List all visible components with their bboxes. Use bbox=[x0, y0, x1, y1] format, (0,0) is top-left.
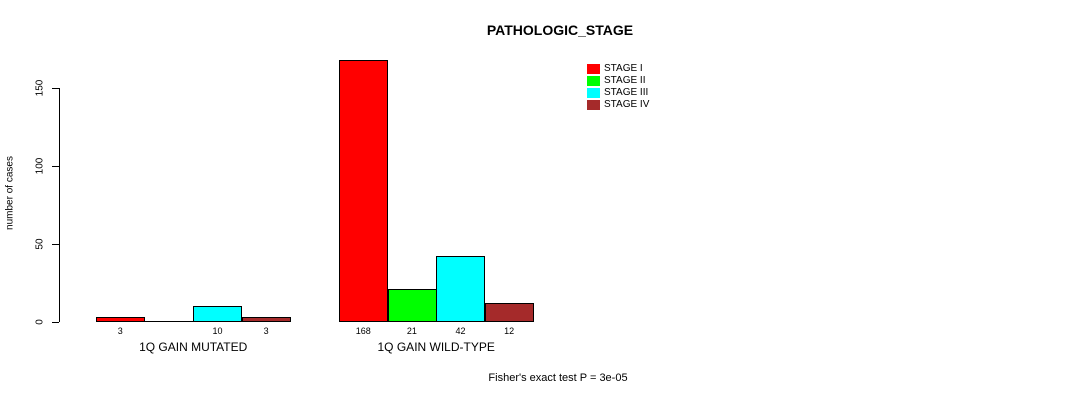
fisher-test-annotation: Fisher's exact test P = 3e-05 bbox=[488, 372, 628, 384]
bar-stage-i-1q-gain-wild-type bbox=[339, 60, 388, 322]
bar-count-label: 168 bbox=[355, 326, 371, 336]
group-label-1q-gain-wild-type: 1Q GAIN WILD-TYPE bbox=[377, 340, 495, 354]
bar-count-label: 12 bbox=[504, 326, 515, 336]
bar-stage-i-1q-gain-mutated bbox=[96, 317, 145, 322]
legend-swatch-stage-i bbox=[587, 64, 600, 74]
legend-label: STAGE I bbox=[604, 63, 643, 74]
y-axis-tick bbox=[52, 321, 59, 323]
bar-count-label: 3 bbox=[263, 326, 269, 336]
y-axis-tick-label: 150 bbox=[34, 79, 46, 97]
legend-swatch-stage-iv bbox=[587, 100, 600, 110]
y-axis-label: number of cases bbox=[4, 156, 16, 230]
y-axis-tick bbox=[52, 243, 59, 245]
bar-count-label: 10 bbox=[212, 326, 223, 336]
bar-stage-iii-1q-gain-mutated bbox=[193, 306, 242, 322]
y-axis-line bbox=[59, 88, 60, 322]
bar-count-label: 21 bbox=[406, 326, 417, 336]
legend-item-stage-i: STAGE I bbox=[587, 63, 649, 75]
y-axis-tick bbox=[52, 87, 59, 89]
y-axis-tick-label: 100 bbox=[34, 157, 46, 175]
legend-swatch-stage-ii bbox=[587, 76, 600, 86]
bar-stage-iv-1q-gain-mutated bbox=[242, 317, 291, 322]
y-axis-tick-label: 0 bbox=[34, 319, 46, 325]
bar-stage-ii-1q-gain-wild-type bbox=[388, 289, 437, 322]
bar-count-label: 3 bbox=[117, 326, 123, 336]
y-axis-tick bbox=[52, 165, 59, 167]
y-axis-tick-label: 50 bbox=[34, 238, 46, 250]
legend-label: STAGE III bbox=[604, 87, 649, 98]
group-label-1q-gain-mutated: 1Q GAIN MUTATED bbox=[139, 340, 248, 354]
bar-stage-ii-1q-gain-mutated-zero bbox=[145, 321, 194, 322]
bar-stage-iv-1q-gain-wild-type bbox=[485, 303, 534, 322]
legend-item-stage-iv: STAGE IV bbox=[587, 99, 649, 111]
legend-label: STAGE IV bbox=[604, 99, 650, 110]
legend-item-stage-ii: STAGE II bbox=[587, 75, 649, 87]
chart-title: PATHOLOGIC_STAGE bbox=[486, 22, 634, 38]
legend-label: STAGE II bbox=[604, 75, 646, 86]
legend-swatch-stage-iii bbox=[587, 88, 600, 98]
bar-stage-iii-1q-gain-wild-type bbox=[436, 256, 485, 322]
legend: STAGE I STAGE II STAGE III STAGE IV bbox=[587, 63, 649, 111]
legend-item-stage-iii: STAGE III bbox=[587, 87, 649, 99]
bar-count-label: 42 bbox=[455, 326, 466, 336]
